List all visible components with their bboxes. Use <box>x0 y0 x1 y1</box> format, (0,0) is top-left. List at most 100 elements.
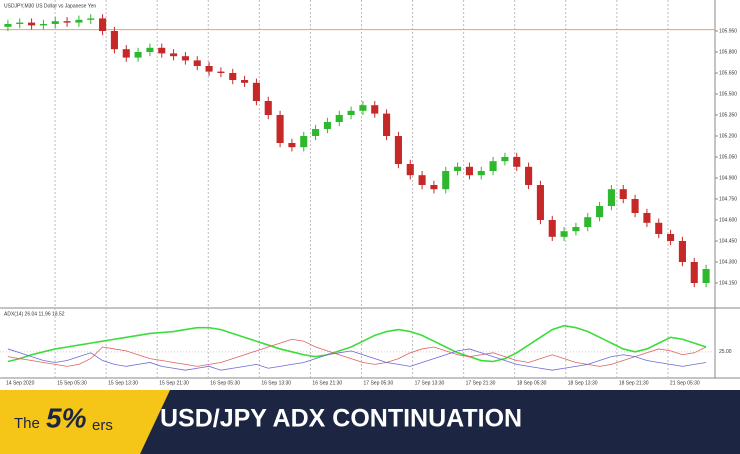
candle-body <box>631 199 639 213</box>
candle-body <box>394 136 402 164</box>
indicator-tick-label: 25.00 <box>719 349 732 355</box>
candle-body <box>122 49 130 58</box>
candle-body <box>406 164 414 176</box>
indicator-line <box>7 348 707 371</box>
y-tick-label: 104.150 <box>719 280 737 286</box>
candle-body <box>205 66 213 72</box>
candle-body <box>430 185 438 190</box>
candle-body <box>170 53 178 57</box>
candle-body <box>465 166 473 176</box>
y-tick-label: 105.350 <box>719 112 737 118</box>
candle-body <box>158 47 166 54</box>
candle-body <box>690 262 698 283</box>
logo-the: The <box>14 415 40 432</box>
y-tick-label: 104.750 <box>719 196 737 202</box>
candle-body <box>643 213 651 223</box>
candle-body <box>181 56 189 61</box>
x-tick-label: 16 Sep 13:30 <box>261 380 291 386</box>
candle-body <box>560 231 568 237</box>
logo-ers: ers <box>92 417 113 434</box>
candle-body <box>300 136 308 148</box>
candle-body <box>39 24 47 26</box>
y-tick-label: 104.300 <box>719 259 737 265</box>
logo-panel <box>0 390 170 454</box>
candle-body <box>607 189 615 206</box>
x-tick-label: 18 Sep 13:30 <box>568 380 598 386</box>
candle-body <box>193 60 201 66</box>
candle-body <box>501 157 509 162</box>
candle-body <box>312 129 320 136</box>
candle-body <box>51 21 59 24</box>
indicator-line <box>7 338 707 367</box>
candle-body <box>63 21 71 23</box>
candle-body <box>264 101 272 115</box>
candle-body <box>241 80 249 83</box>
candle-body <box>536 185 544 220</box>
logo-five: 5% <box>46 402 87 433</box>
candle-body <box>134 52 142 58</box>
candle-body <box>252 82 260 101</box>
candle-body <box>513 157 521 167</box>
candle-body <box>572 227 580 232</box>
x-tick-label: 15 Sep 13:30 <box>108 380 138 386</box>
indicator-line <box>7 324 707 363</box>
x-tick-label: 17 Sep 13:30 <box>415 380 445 386</box>
x-tick-label: 21 Sep 05:30 <box>670 380 700 386</box>
candle-body <box>525 166 533 185</box>
y-tick-label: 105.800 <box>719 49 737 55</box>
candle-body <box>359 105 367 111</box>
candle-body <box>229 73 237 80</box>
candle-body <box>667 234 675 241</box>
candle-body <box>584 217 592 227</box>
x-tick-label: 16 Sep 21:30 <box>312 380 342 386</box>
candle-body <box>4 24 12 27</box>
candle-body <box>418 175 426 185</box>
candle-body <box>489 161 497 171</box>
candle-body <box>75 19 83 23</box>
candle-body <box>288 143 296 148</box>
y-tick-label: 105.200 <box>719 133 737 139</box>
y-tick-label: 105.500 <box>719 91 737 97</box>
y-tick-label: 105.950 <box>719 28 737 34</box>
x-tick-label: 17 Sep 21:30 <box>466 380 496 386</box>
candle-body <box>371 105 379 114</box>
x-tick-label: 15 Sep 05:30 <box>57 380 87 386</box>
candle-body <box>323 122 331 129</box>
candle-body <box>596 206 604 218</box>
candle-body <box>655 222 663 234</box>
candle-body <box>442 171 450 190</box>
candle-body <box>678 241 686 262</box>
x-tick-label: 15 Sep 21:30 <box>159 380 189 386</box>
candle-body <box>335 115 343 122</box>
x-tick-label: 17 Sep 05:30 <box>364 380 394 386</box>
candle-body <box>548 220 556 237</box>
candle-body <box>28 22 36 26</box>
x-tick-label: 18 Sep 21:30 <box>619 380 649 386</box>
y-tick-label: 104.450 <box>719 238 737 244</box>
candle-body <box>702 269 710 283</box>
candle-body <box>347 110 355 115</box>
candle-body <box>619 189 627 199</box>
x-tick-label: 18 Sep 05:30 <box>517 380 547 386</box>
y-tick-label: 105.650 <box>719 70 737 76</box>
candle-body <box>110 31 118 50</box>
candle-body <box>217 71 225 73</box>
indicator-title: ADX(14) 26.04 11.96 18.52 <box>4 311 65 317</box>
candle-body <box>276 115 284 143</box>
y-tick-label: 105.050 <box>719 154 737 160</box>
x-tick-label: 16 Sep 05:30 <box>210 380 240 386</box>
candle-body <box>16 22 24 24</box>
candle-body <box>454 166 462 171</box>
candle-body <box>146 47 154 52</box>
candle-body <box>99 18 107 31</box>
chart-title: USDJPY,M30 US Dollar vs Japanese Yen <box>4 3 96 9</box>
x-tick-label: 14 Sep 2020 <box>6 380 35 386</box>
y-tick-label: 104.600 <box>719 217 737 223</box>
headline: USD/JPY ADX CONTINUATION <box>160 405 522 433</box>
background <box>0 0 740 390</box>
y-tick-label: 104.900 <box>719 175 737 181</box>
candle-body <box>87 18 95 20</box>
candle-body <box>383 113 391 136</box>
candle-body <box>477 171 485 176</box>
